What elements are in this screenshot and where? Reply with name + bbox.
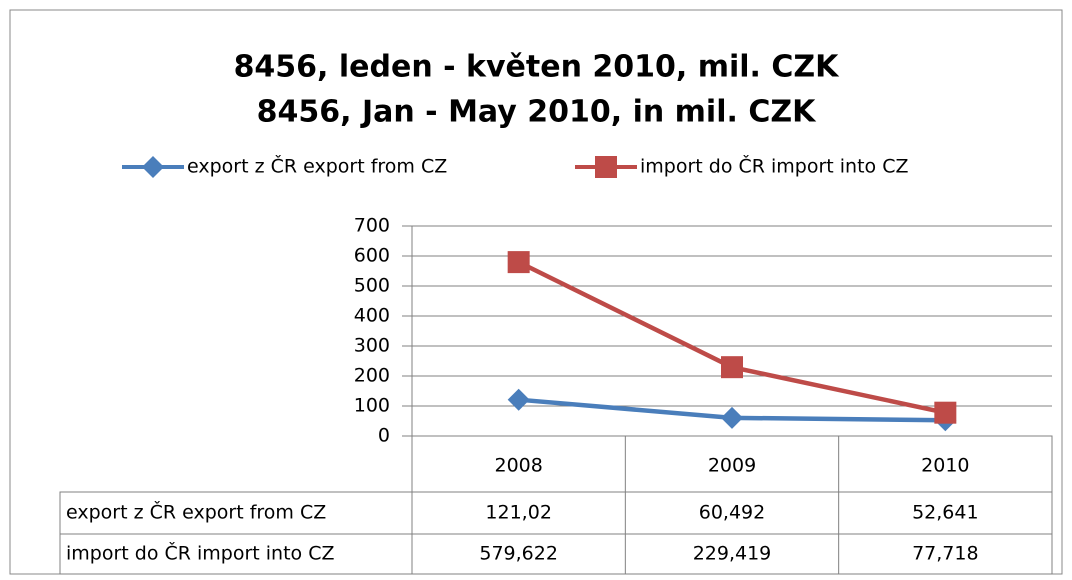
y-tick-label: 0 — [378, 425, 390, 447]
y-tick-label: 400 — [354, 305, 390, 327]
table-row-label: import do ČR import into CZ — [66, 541, 335, 565]
table-cell: 52,641 — [912, 502, 978, 524]
data-point — [934, 401, 957, 424]
table-row-label: export z ČR export from CZ — [66, 500, 326, 524]
data-point — [721, 356, 743, 379]
table-cell: 121,02 — [485, 502, 551, 524]
x-tick-label: 2008 — [494, 455, 542, 477]
y-tick-label: 100 — [354, 395, 390, 417]
y-tick-label: 500 — [354, 275, 390, 297]
y-tick-label: 300 — [354, 335, 390, 357]
table-cell: 77,718 — [912, 543, 978, 565]
data-point — [507, 251, 530, 274]
data-point — [507, 388, 530, 411]
x-tick-label: 2010 — [921, 455, 969, 477]
table-cell: 579,622 — [479, 543, 558, 565]
x-tick-label: 2009 — [708, 455, 756, 477]
legend-marker — [595, 156, 617, 178]
table-cell: 229,419 — [693, 543, 772, 565]
data-point — [721, 406, 743, 429]
legend-label: import do ČR import into CZ — [640, 154, 909, 178]
chart-subtitle: 8456, Jan - May 2010, in mil. CZK — [257, 95, 817, 130]
y-tick-label: 200 — [354, 365, 390, 387]
chart-title: 8456, leden - květen 2010, mil. CZK — [234, 50, 841, 85]
data-table-border — [411, 435, 1053, 575]
chart-border — [9, 9, 1063, 575]
y-tick-label: 600 — [354, 245, 390, 267]
legend-label: export z ČR export from CZ — [187, 154, 447, 178]
table-cell: 60,492 — [699, 502, 765, 524]
y-tick-label: 700 — [354, 215, 390, 237]
legend-marker — [142, 156, 164, 178]
